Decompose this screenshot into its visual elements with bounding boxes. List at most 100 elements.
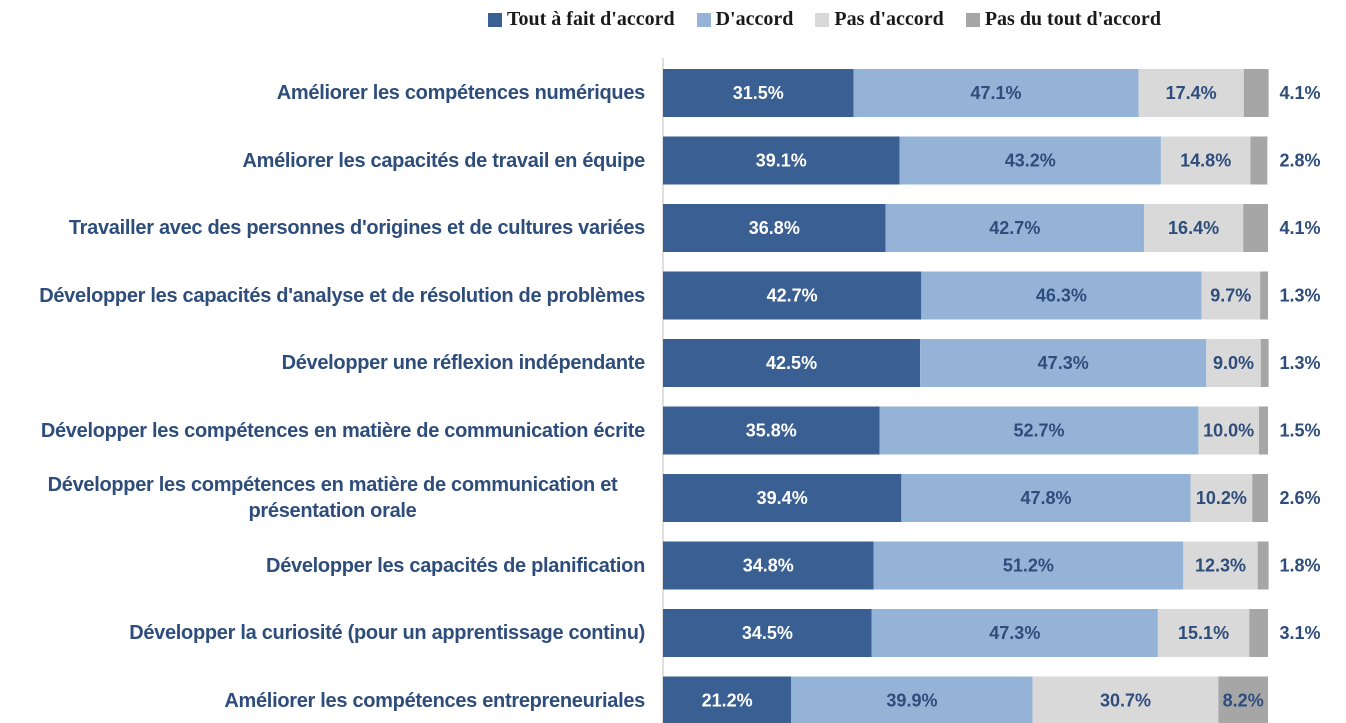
legend-item: Tout à fait d'accord [488,8,675,31]
category-label-box: Développer une réflexion indépendante [0,330,646,396]
value-label: 15.1% [1178,623,1229,643]
value-label: 42.7% [767,285,818,305]
value-label: 4.1% [1279,83,1320,103]
category-label: Développer une réflexion indépendante [281,352,646,374]
category-label: Développer les capacités de planificatio… [266,554,645,577]
category-label: Développer les compétences en matière de… [47,474,618,522]
category-label-box: Développer les capacités d'analyse et de… [0,263,645,329]
bar-segment [663,609,872,657]
value-label: 39.4% [757,488,808,508]
bar-segment [1032,676,1219,723]
value-label: 39.1% [756,150,807,170]
bar-segment [1250,136,1268,185]
bar-segment [663,204,886,252]
value-label: 51.2% [1003,555,1054,575]
bar-segment [1252,474,1268,522]
value-label: 14.8% [1180,150,1231,170]
category-label-box: Améliorer les compétences numériques [0,60,646,126]
value-label: 9.0% [1213,353,1254,373]
bar-segment [791,676,1033,723]
value-label: 39.9% [886,690,937,710]
value-label: 43.2% [1005,150,1056,170]
value-label: 46.3% [1036,285,1087,305]
value-label: 10.0% [1203,420,1254,440]
bar-segment [901,474,1191,522]
value-label: 42.7% [989,218,1040,238]
bar-segment [879,406,1199,455]
bar-segment [1206,339,1261,387]
category-label-box: Améliorer les compétences entrepreneuria… [0,668,645,723]
value-label: 1.5% [1279,420,1320,440]
value-label: 34.8% [743,555,794,575]
value-label: 47.3% [989,623,1040,643]
value-label: 10.2% [1196,488,1247,508]
category-label-box: Développer la curiosité (pour un apprent… [0,600,645,666]
bar-segment [1138,69,1244,117]
value-label: 8.2% [1223,690,1264,710]
legend-item: Pas du tout d'accord [965,8,1161,31]
category-label-box: Développer les compétences en matière de… [0,465,645,531]
bar-segment [1218,676,1268,723]
category-label: Travailler avec des personnes d'origines… [68,217,645,239]
category-label-box: Développer les capacités de planificatio… [0,533,645,599]
legend-label: Pas du tout d'accord [984,8,1161,30]
bar-segment [1260,271,1268,320]
bar-segment [920,339,1207,387]
bar-segment [1157,609,1250,657]
bar-segment [663,136,900,185]
bar-segment [1201,271,1261,320]
bar-segment [663,339,921,387]
value-label: 21.2% [702,690,753,710]
category-label-box: Développer les compétences en matière de… [0,398,645,464]
value-label: 30.7% [1100,690,1151,710]
value-label: 47.3% [1038,353,1089,373]
category-label: Développer les compétences en matière de… [40,419,645,442]
value-label: 17.4% [1166,83,1217,103]
value-label: 1.8% [1279,555,1320,575]
value-label: 47.8% [1020,488,1071,508]
legend-label: Pas d'accord [834,8,944,30]
value-label: 42.5% [766,353,817,373]
legend-swatch [488,12,502,27]
legend-swatch [965,12,980,27]
bar-segment [663,676,792,723]
category-label: Développer la curiosité (pour un apprent… [129,622,645,644]
legend-label: D'accord [715,8,794,30]
bar-segment [663,406,880,455]
value-label: 52.7% [1013,420,1064,440]
category-label: Développer les capacités d'analyse et de… [39,284,645,307]
bar-segment [663,69,854,117]
bar-segment [873,541,1184,590]
value-label: 12.3% [1195,555,1246,575]
value-label: 3.1% [1279,623,1320,643]
value-label: 2.8% [1279,150,1320,170]
bar-segment [1198,406,1259,455]
category-label: Améliorer les capacités de travail en éq… [242,149,645,172]
value-label: 9.7% [1210,285,1251,305]
bar-segment [663,541,874,590]
value-label: 16.4% [1168,218,1219,238]
bar-segment [663,474,902,522]
bar-segment [1183,541,1258,590]
bar-segment [1258,406,1268,455]
legend-label: Tout à fait d'accord [507,8,675,30]
legend-swatch [696,12,711,27]
bar-segment [1160,136,1251,185]
bar-segment [1143,204,1244,252]
legend: Tout à fait d'accord D'accord Pas d'accord… [488,8,1161,31]
category-label-box: Travailler avec des personnes d'origines… [0,195,645,261]
bar-segment [885,204,1144,252]
value-label: 47.1% [971,83,1022,103]
bar-segment [1190,474,1253,522]
category-label-box: Améliorer les capacités de travail en éq… [0,128,645,194]
category-label: Améliorer les compétences numériques [276,82,646,104]
bar-segment [871,609,1158,657]
bar-segment [1260,339,1269,387]
bar-segment [899,136,1161,185]
value-label: 34.5% [742,623,793,643]
bar-segment [1249,609,1268,657]
bar-segment [1243,69,1269,117]
value-label: 35.8% [746,420,797,440]
